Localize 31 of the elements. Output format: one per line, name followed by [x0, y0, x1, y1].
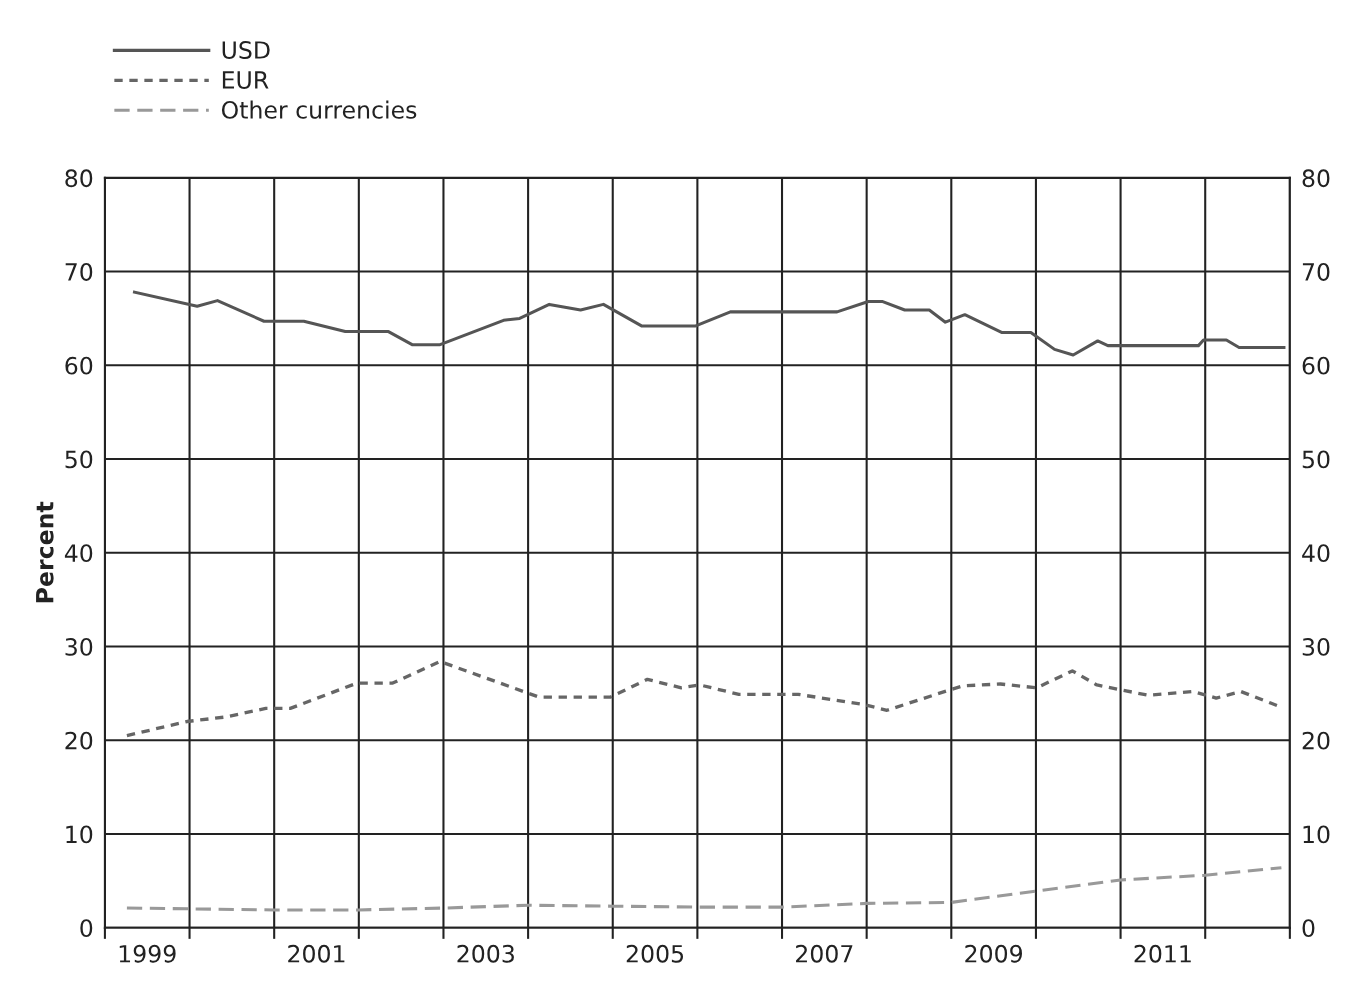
y-tick-label: 10	[66, 825, 93, 844]
y-axis-title: Percent	[36, 501, 54, 603]
x-tick-label: 2001	[288, 944, 345, 963]
y-tick-label: 50	[65, 450, 93, 469]
y-tick-label: 30	[65, 637, 93, 656]
legend-label: EUR	[222, 71, 269, 89]
y-tick-label: 40	[64, 544, 93, 563]
y-tick-label: 70	[65, 263, 93, 281]
x-tick-label: 2007	[796, 944, 853, 963]
line-series	[133, 290, 1286, 357]
legend-label: USD	[222, 41, 270, 59]
y2-tick-label: 0	[1302, 919, 1315, 938]
y2-tick-label: 30	[1302, 637, 1330, 656]
y-tick-label: 20	[65, 731, 93, 750]
x-tick-label: 2003	[457, 944, 514, 963]
y2-tick-label: 80	[1302, 169, 1330, 188]
legend-label: Other currencies	[221, 100, 417, 119]
y-tick-label: 0	[80, 919, 93, 938]
y2-tick-label: 50	[1302, 450, 1330, 469]
line-series	[125, 866, 1283, 912]
y2-tick-label: 60	[1302, 356, 1330, 375]
y-tick-label: 60	[65, 356, 93, 375]
x-tick-label: 1999	[119, 944, 176, 963]
y2-tick-label: 40	[1302, 544, 1330, 563]
y2-tick-label: 10	[1303, 825, 1330, 844]
x-tick-label: 2005	[626, 944, 684, 963]
y-tick-label: 80	[65, 169, 93, 188]
x-tick-label: 2011	[1134, 944, 1191, 963]
y2-tick-label: 70	[1302, 263, 1330, 281]
x-tick-label: 2009	[965, 944, 1022, 963]
y2-tick-label: 20	[1302, 731, 1330, 750]
